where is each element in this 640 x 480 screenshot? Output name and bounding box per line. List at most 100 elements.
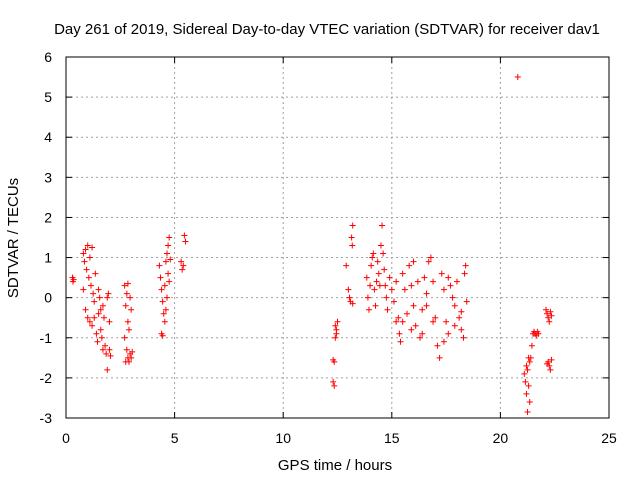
data-point	[404, 310, 411, 317]
data-point	[161, 282, 168, 289]
data-point	[107, 352, 114, 359]
data-point	[165, 242, 172, 249]
data-point	[417, 334, 424, 341]
data-point	[157, 274, 164, 281]
data-point	[102, 342, 109, 349]
y-tick-label: 5	[44, 89, 52, 105]
data-point	[98, 334, 105, 341]
data-point	[104, 366, 111, 373]
x-tick-label: 10	[275, 430, 291, 446]
data-point	[371, 286, 378, 293]
data-point	[97, 306, 104, 313]
data-point	[373, 278, 380, 285]
data-point	[106, 346, 113, 353]
data-point	[401, 286, 408, 293]
data-point	[97, 326, 104, 333]
data-point	[419, 306, 426, 313]
x-tick-label: 0	[62, 430, 70, 446]
data-point	[427, 254, 434, 261]
data-point	[80, 286, 87, 293]
data-points	[69, 74, 555, 415]
data-point	[104, 294, 111, 301]
data-point	[370, 250, 377, 257]
data-point	[178, 258, 185, 265]
data-point	[408, 326, 415, 333]
y-tick-label: 1	[44, 250, 52, 266]
data-point	[375, 270, 382, 277]
data-point	[526, 358, 533, 365]
data-point	[367, 282, 374, 289]
y-tick-label: 2	[44, 209, 52, 225]
data-point	[372, 302, 379, 309]
data-point	[548, 356, 555, 363]
plot-frame	[65, 56, 610, 419]
data-point	[434, 342, 441, 349]
data-point	[84, 242, 91, 249]
data-point	[87, 282, 94, 289]
data-point	[463, 298, 470, 305]
x-tick-label: 20	[493, 430, 509, 446]
data-point	[445, 330, 452, 337]
data-point	[93, 330, 100, 337]
data-point	[369, 254, 376, 261]
data-point	[86, 318, 93, 325]
data-point	[94, 338, 101, 345]
data-point	[430, 278, 437, 285]
data-point	[160, 310, 167, 317]
data-point	[514, 74, 521, 81]
data-point	[397, 338, 404, 345]
data-point	[523, 390, 530, 397]
data-point	[105, 290, 112, 297]
data-point	[343, 262, 350, 269]
data-point	[348, 234, 355, 241]
data-point	[522, 378, 529, 385]
data-point	[70, 276, 77, 283]
data-point	[158, 286, 165, 293]
data-point	[91, 298, 98, 305]
data-point	[379, 222, 386, 229]
data-point	[414, 278, 421, 285]
data-point	[432, 314, 439, 321]
x-tick-label: 25	[601, 430, 617, 446]
data-point	[410, 302, 417, 309]
data-point	[166, 234, 173, 241]
data-point	[399, 318, 406, 325]
data-point	[121, 334, 128, 341]
data-point	[524, 408, 531, 415]
data-point	[125, 326, 132, 333]
data-point	[165, 270, 172, 277]
data-point	[161, 318, 168, 325]
data-point	[458, 308, 465, 315]
data-point	[89, 322, 96, 329]
data-point	[365, 306, 372, 313]
data-point	[543, 306, 550, 313]
data-point	[332, 334, 339, 341]
data-point	[423, 302, 430, 309]
data-point	[83, 266, 90, 273]
data-point	[545, 314, 552, 321]
data-point	[182, 238, 189, 245]
data-point	[443, 318, 450, 325]
data-point	[393, 318, 400, 325]
y-tick-label: -3	[40, 410, 53, 426]
data-point	[89, 244, 96, 251]
data-point	[462, 262, 469, 269]
data-point	[345, 286, 352, 293]
data-point	[456, 314, 463, 321]
data-point	[526, 398, 533, 405]
data-point	[330, 378, 337, 385]
data-point	[162, 306, 169, 313]
data-point	[440, 286, 447, 293]
data-point	[421, 274, 428, 281]
data-point	[383, 294, 390, 301]
x-tick-label: 5	[171, 430, 179, 446]
data-point	[395, 314, 402, 321]
data-point	[419, 330, 426, 337]
data-point	[349, 242, 356, 249]
data-point	[388, 286, 395, 293]
data-point	[128, 306, 135, 313]
data-point	[331, 358, 338, 365]
data-point	[410, 258, 417, 265]
data-point	[167, 256, 174, 263]
data-point	[334, 318, 341, 325]
